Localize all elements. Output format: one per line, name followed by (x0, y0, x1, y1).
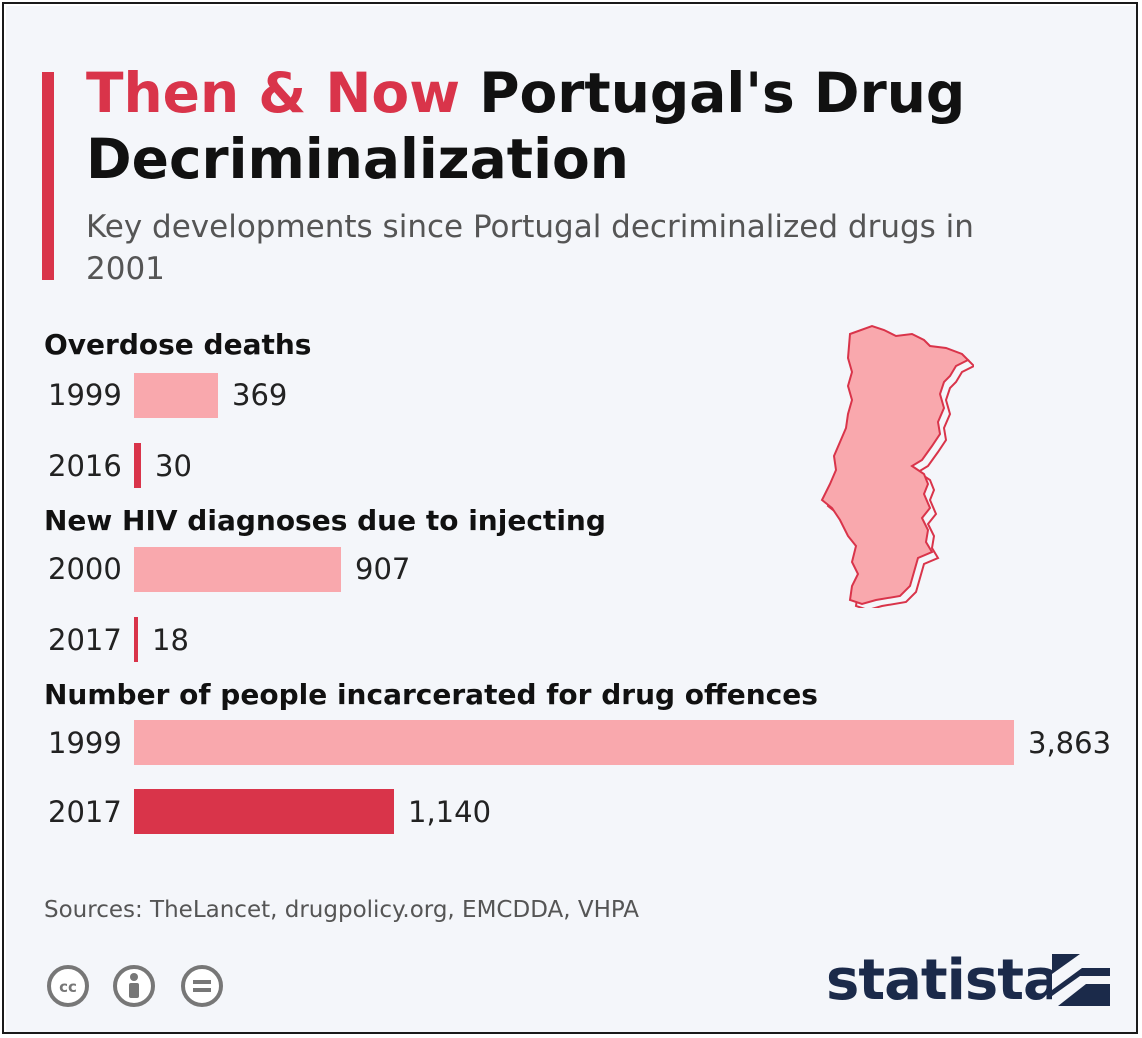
infographic-card: Then & Now Portugal's Drug Decriminaliza… (6, 6, 1136, 1032)
category-label: 1999 (48, 378, 122, 412)
value-label: 369 (232, 378, 288, 412)
portugal-map-icon (820, 324, 974, 608)
sources-note: Sources: TheLancet, drugpolicy.org, EMCD… (44, 897, 640, 923)
page-title: Then & Now Portugal's Drug Decriminaliza… (86, 60, 1086, 192)
statista-logo: statista (826, 948, 1061, 1013)
value-label: 907 (355, 552, 411, 586)
value-label: 1,140 (408, 795, 492, 829)
bar-hiv-then (134, 547, 341, 592)
value-label: 3,863 (1028, 726, 1112, 760)
bar-overdose-then (134, 373, 218, 418)
title-accent-bar (42, 72, 54, 280)
statista-logo-mark-icon (1052, 954, 1110, 1006)
section-title-incarcerated: Number of people incarcerated for drug o… (44, 678, 818, 711)
category-label: 2000 (48, 552, 122, 586)
category-label: 2016 (48, 449, 122, 483)
category-label: 1999 (48, 726, 122, 760)
section-title-overdose: Overdose deaths (44, 328, 312, 361)
bar-incarcerated-now (134, 789, 394, 834)
page-subtitle: Key developments since Portugal decrimin… (86, 209, 974, 287)
section-title-hiv: New HIV diagnoses due to injecting (44, 504, 606, 537)
svg-text:cc: cc (59, 978, 77, 996)
bar-hiv-now (134, 617, 138, 662)
no-derivatives-icon (181, 965, 223, 1007)
title-highlight: Then & Now (86, 61, 461, 125)
value-label: 18 (152, 623, 189, 657)
category-label: 2017 (48, 623, 122, 657)
bar-overdose-now (134, 443, 141, 488)
attribution-icon (113, 965, 155, 1007)
title-rest: Portugal's Drug Decriminalization (86, 61, 966, 191)
category-label: 2017 (48, 795, 122, 829)
value-label: 30 (155, 449, 192, 483)
bar-incarcerated-then (134, 720, 1014, 765)
cc-icon: cc (47, 965, 89, 1007)
